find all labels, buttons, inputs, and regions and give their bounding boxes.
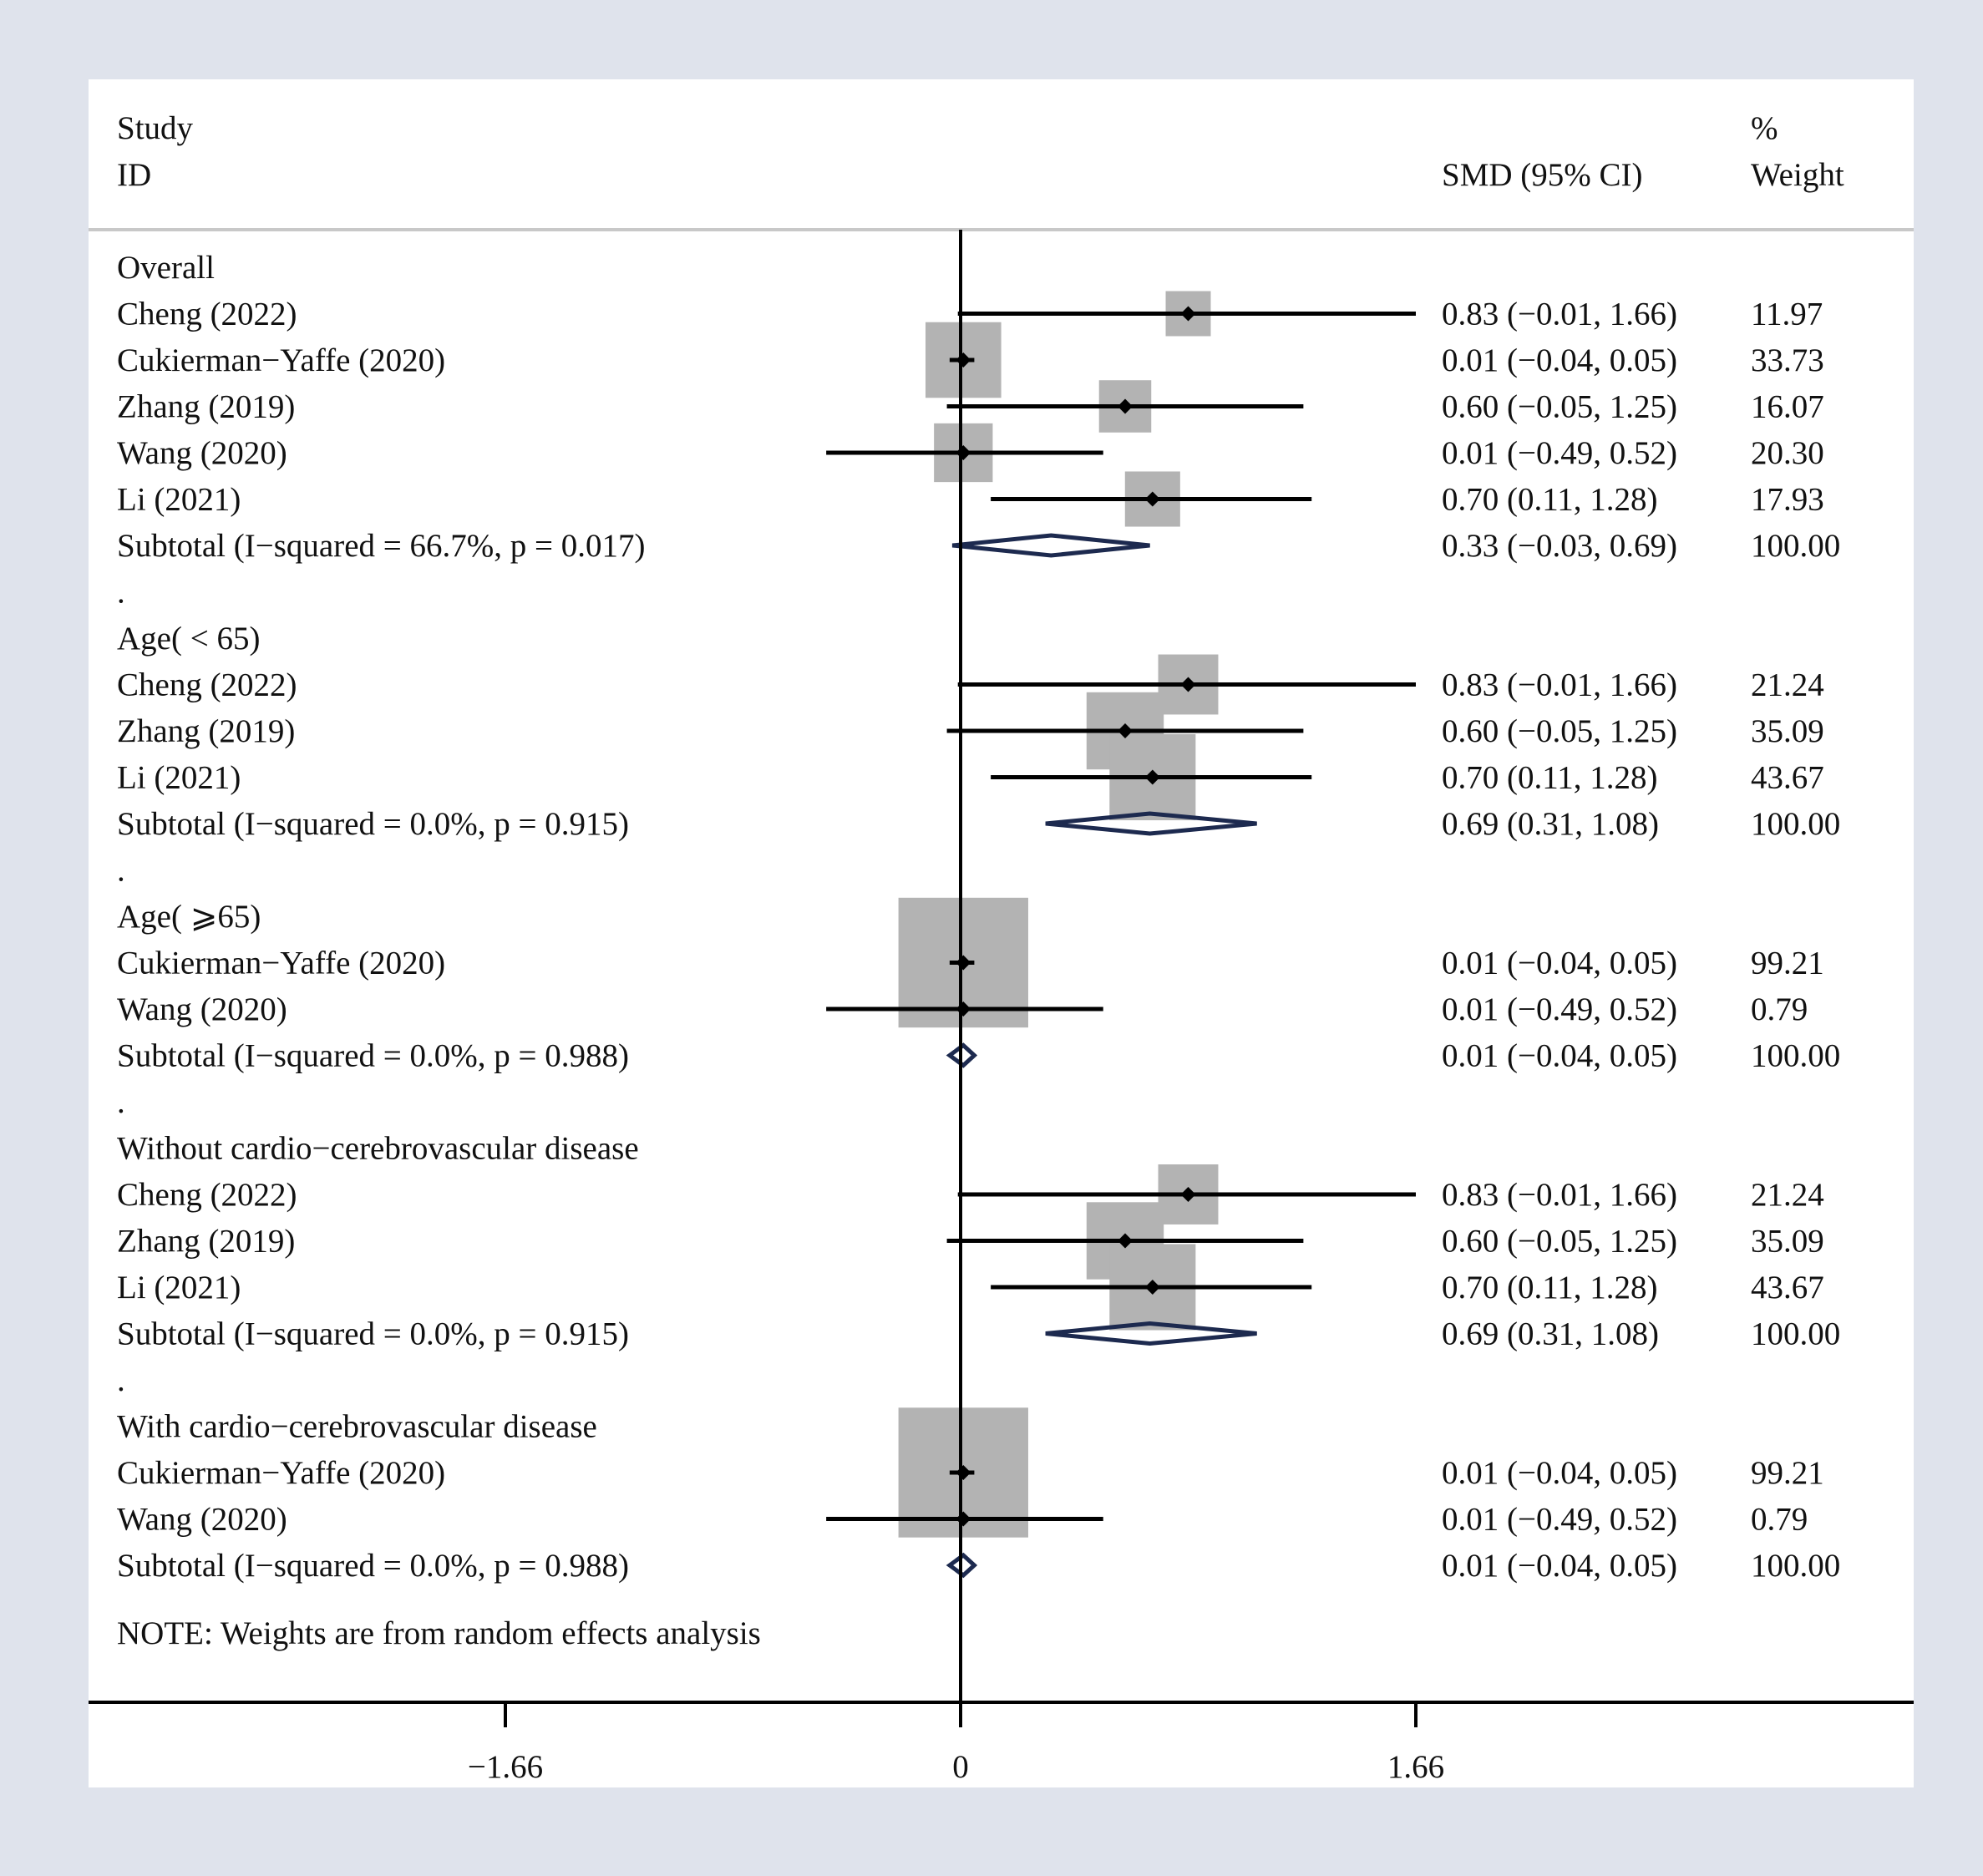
weight-text: 0.79 — [1751, 991, 1808, 1027]
effect-ci-text: 0.69 (0.31, 1.08) — [1442, 806, 1659, 842]
point-estimate — [1117, 398, 1133, 414]
study-label: Zhang (2019) — [117, 713, 295, 749]
subtotal-label: Subtotal (I−squared = 0.0%, p = 0.915) — [117, 1316, 629, 1352]
subtotal-label: Subtotal (I−squared = 66.7%, p = 0.017) — [117, 528, 645, 564]
weight-text: 11.97 — [1751, 297, 1823, 332]
weight-text: 99.21 — [1751, 946, 1824, 981]
effect-ci-text: 0.70 (0.11, 1.28) — [1442, 760, 1658, 796]
study-label: Cukierman−Yaffe (2020) — [117, 946, 445, 981]
point-estimate — [1117, 723, 1133, 738]
subtotal-label: Subtotal (I−squared = 0.0%, p = 0.988) — [117, 1548, 629, 1584]
pooled-diamond — [946, 1042, 978, 1068]
effect-ci-text: 0.60 (−0.05, 1.25) — [1442, 1224, 1677, 1260]
weight-text: 35.09 — [1751, 713, 1824, 749]
group-heading: Without cardio−cerebrovascular disease — [117, 1131, 639, 1167]
header-percent: % — [1751, 110, 1778, 146]
study-label: Wang (2020) — [117, 1502, 287, 1538]
subtotal-label: Subtotal (I−squared = 0.0%, p = 0.988) — [117, 1038, 629, 1074]
effect-ci-text: 0.01 (−0.04, 0.05) — [1442, 1548, 1677, 1584]
row-labels: Overall Cheng (2022) 0.83 (−0.01, 1.66) 11.… — [117, 250, 1840, 1584]
plot-lines — [826, 230, 1416, 1702]
pooled-diamond — [1045, 811, 1257, 836]
header-weight: Weight — [1751, 157, 1844, 193]
effect-ci-text: 0.01 (−0.04, 0.05) — [1442, 946, 1677, 981]
weight-text: 43.67 — [1751, 1270, 1824, 1306]
effect-ci-text: 0.83 (−0.01, 1.66) — [1442, 1177, 1677, 1213]
point-estimate — [1180, 306, 1196, 322]
weight-text: 21.24 — [1751, 1177, 1824, 1213]
effect-ci-text: 0.01 (−0.04, 0.05) — [1442, 1455, 1677, 1491]
pooled-diamond — [1045, 1321, 1257, 1346]
point-estimate — [1180, 677, 1196, 692]
effect-ci-text: 0.01 (−0.04, 0.05) — [1442, 342, 1677, 378]
weight-boxes — [898, 291, 1219, 1538]
study-label: Cheng (2022) — [117, 1177, 297, 1213]
study-label: Cheng (2022) — [117, 297, 297, 332]
weight-text: 100.00 — [1751, 528, 1840, 564]
weight-text: 100.00 — [1751, 806, 1840, 842]
weight-text: 20.30 — [1751, 435, 1824, 471]
note-text: NOTE: Weights are from random effects an… — [117, 1615, 761, 1651]
group-heading: With cardio−cerebrovascular disease — [117, 1409, 597, 1445]
weight-text: 0.79 — [1751, 1502, 1808, 1538]
study-label: Zhang (2019) — [117, 389, 295, 425]
study-label: Cukierman−Yaffe (2020) — [117, 1455, 445, 1491]
subtotal-label: Subtotal (I−squared = 0.0%, p = 0.915) — [117, 806, 629, 842]
study-label: Cheng (2022) — [117, 667, 297, 703]
weight-text: 35.09 — [1751, 1224, 1824, 1260]
effect-ci-text: 0.33 (−0.03, 0.69) — [1442, 528, 1677, 564]
effect-ci-text: 0.83 (−0.01, 1.66) — [1442, 297, 1677, 332]
group-separator: . — [117, 1362, 125, 1398]
effect-ci-text: 0.69 (0.31, 1.08) — [1442, 1316, 1659, 1352]
point-estimate — [1144, 491, 1160, 507]
weight-text: 17.93 — [1751, 482, 1824, 518]
effect-ci-text: 0.60 (−0.05, 1.25) — [1442, 713, 1677, 749]
pooled-diamond — [951, 533, 1150, 558]
study-label: Wang (2020) — [117, 991, 287, 1027]
x-axis: −1.66 0 1.66 — [89, 1701, 1914, 1785]
study-label: Cukierman−Yaffe (2020) — [117, 342, 445, 378]
study-label: Li (2021) — [117, 1270, 241, 1306]
study-label: Li (2021) — [117, 760, 241, 796]
point-estimate — [1144, 1280, 1160, 1295]
pooled-diamond — [946, 1552, 978, 1579]
effect-ci-text: 0.01 (−0.49, 0.52) — [1442, 1502, 1677, 1538]
effect-ci-text: 0.83 (−0.01, 1.66) — [1442, 667, 1677, 703]
point-estimate — [1180, 1187, 1196, 1202]
group-heading: Age( < 65) — [117, 621, 260, 657]
table-header: Study ID SMD (95% CI) % Weight — [117, 110, 1844, 193]
weight-text: 100.00 — [1751, 1548, 1840, 1584]
point-estimate — [1117, 1233, 1133, 1249]
group-heading: Overall — [117, 250, 215, 286]
x-tick-label: −1.66 — [468, 1749, 543, 1785]
effect-ci-text: 0.01 (−0.04, 0.05) — [1442, 1038, 1677, 1074]
group-heading: Age( ⩾65) — [117, 899, 261, 935]
study-label: Li (2021) — [117, 482, 241, 518]
effect-ci-text: 0.01 (−0.49, 0.52) — [1442, 991, 1677, 1027]
group-separator: . — [117, 853, 125, 889]
header-id: ID — [117, 157, 151, 193]
x-tick-label: 0 — [952, 1749, 969, 1785]
x-tick-label: 1.66 — [1387, 1749, 1444, 1785]
weight-text: 43.67 — [1751, 760, 1824, 796]
group-separator: . — [117, 575, 125, 611]
weight-text: 100.00 — [1751, 1038, 1840, 1074]
weight-text: 99.21 — [1751, 1455, 1824, 1491]
effect-ci-text: 0.70 (0.11, 1.28) — [1442, 1270, 1658, 1306]
effect-ci-text: 0.01 (−0.49, 0.52) — [1442, 435, 1677, 471]
study-label: Zhang (2019) — [117, 1224, 295, 1260]
weight-text: 100.00 — [1751, 1316, 1840, 1352]
header-effect: SMD (95% CI) — [1442, 157, 1643, 193]
group-separator: . — [117, 1084, 125, 1120]
effect-ci-text: 0.70 (0.11, 1.28) — [1442, 482, 1658, 518]
weight-text: 33.73 — [1751, 342, 1824, 378]
weight-text: 21.24 — [1751, 667, 1824, 703]
effect-ci-text: 0.60 (−0.05, 1.25) — [1442, 389, 1677, 425]
header-study: Study — [117, 110, 194, 146]
point-estimate — [1144, 769, 1160, 785]
study-label: Wang (2020) — [117, 435, 287, 471]
weight-text: 16.07 — [1751, 389, 1824, 425]
